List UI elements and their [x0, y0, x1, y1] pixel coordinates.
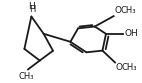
- Text: H: H: [30, 5, 36, 14]
- Text: H: H: [28, 2, 35, 11]
- Text: CH₃: CH₃: [19, 72, 34, 82]
- Text: CH₃: CH₃: [121, 6, 136, 15]
- Text: O: O: [116, 63, 123, 72]
- Text: CH₃: CH₃: [122, 63, 137, 72]
- Text: O: O: [114, 6, 121, 15]
- Text: OH: OH: [124, 29, 138, 38]
